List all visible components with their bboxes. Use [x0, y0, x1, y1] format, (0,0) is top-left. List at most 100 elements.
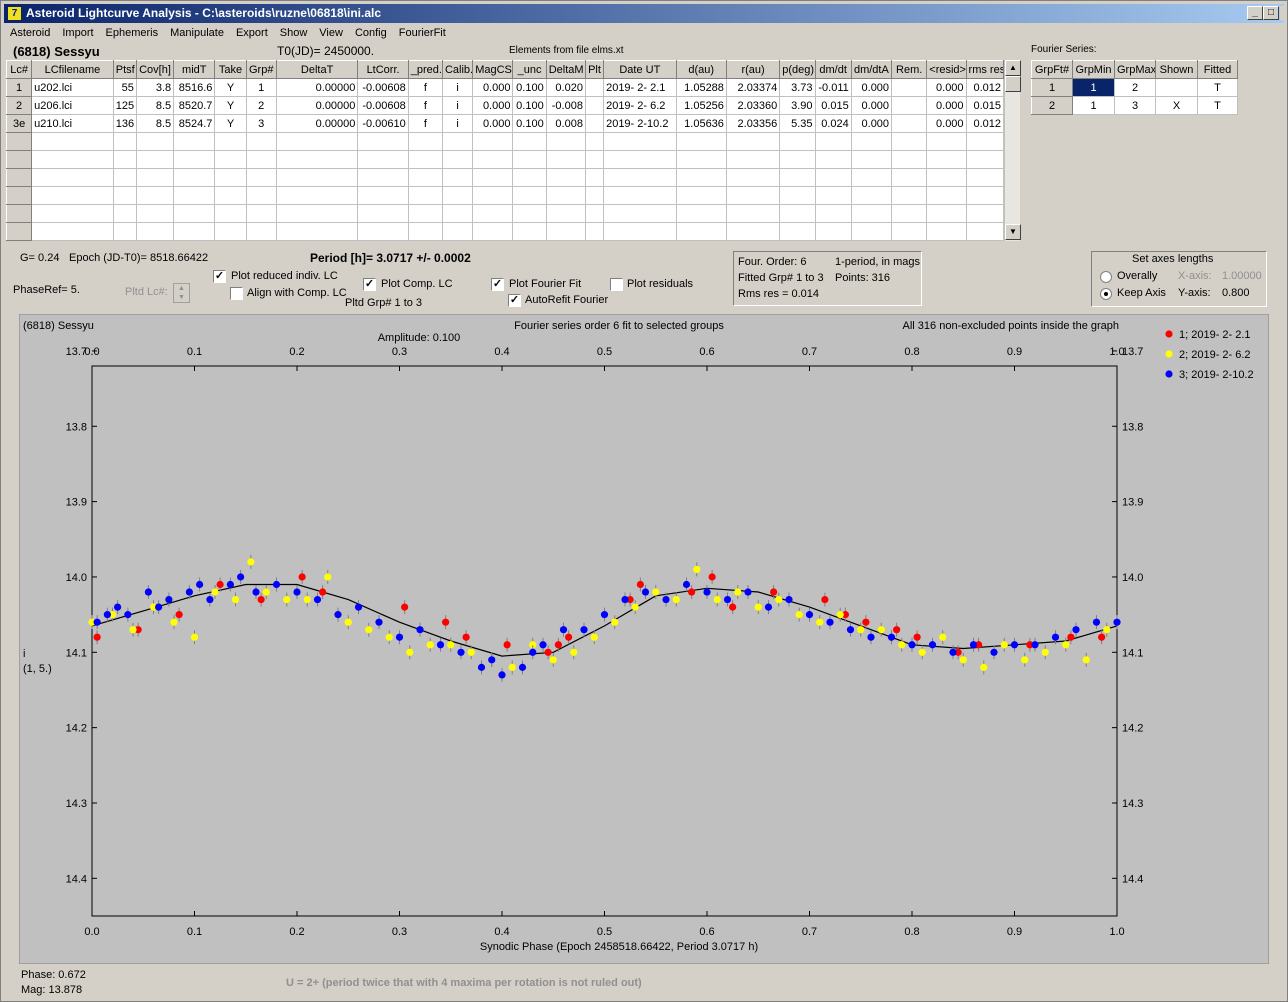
table-cell[interactable]: [245, 132, 277, 151]
row-header[interactable]: [5, 222, 33, 241]
data-point[interactable]: [1103, 626, 1111, 634]
column-header[interactable]: Calib.: [441, 60, 474, 79]
y-axis-value[interactable]: 0.800: [1222, 287, 1250, 299]
table-cell[interactable]: X: [1155, 96, 1198, 115]
data-point[interactable]: [821, 595, 829, 604]
column-header[interactable]: dm/dtA: [850, 60, 893, 79]
column-header[interactable]: MagCS: [472, 60, 514, 79]
data-point[interactable]: [518, 663, 527, 671]
column-header[interactable]: GrpMin: [1072, 60, 1115, 79]
table-cell[interactable]: 0.00000: [275, 96, 359, 115]
table-cell[interactable]: [725, 150, 781, 169]
data-point[interactable]: [165, 595, 173, 604]
table-cell[interactable]: [441, 150, 474, 169]
table-cell[interactable]: [275, 204, 359, 223]
table-cell[interactable]: 0.000: [850, 114, 893, 133]
table-cell[interactable]: 0.000: [472, 114, 514, 133]
data-point[interactable]: [226, 580, 234, 589]
table-cell[interactable]: 5.35: [779, 114, 816, 133]
column-header[interactable]: <resid>: [926, 60, 967, 79]
row-header[interactable]: [5, 168, 33, 187]
data-point[interactable]: [124, 611, 132, 619]
data-point[interactable]: [283, 595, 291, 604]
data-point[interactable]: [990, 648, 998, 656]
data-point[interactable]: [682, 580, 691, 589]
scroll-thumb[interactable]: [1005, 76, 1021, 92]
table-cell[interactable]: [173, 132, 216, 151]
data-point[interactable]: [954, 648, 962, 656]
table-cell[interactable]: [603, 222, 677, 241]
data-point[interactable]: [185, 588, 193, 596]
data-point[interactable]: [949, 648, 957, 656]
data-point[interactable]: [693, 565, 701, 574]
table-cell[interactable]: [512, 222, 547, 241]
table-cell[interactable]: [926, 204, 967, 223]
table-cell[interactable]: 0.000: [926, 96, 967, 115]
table-cell[interactable]: [512, 150, 547, 169]
data-point[interactable]: [744, 588, 752, 596]
data-point[interactable]: [611, 618, 619, 626]
data-point[interactable]: [1062, 641, 1070, 649]
data-point[interactable]: [426, 641, 434, 649]
table-cell[interactable]: [814, 132, 852, 151]
data-point[interactable]: [549, 656, 557, 664]
table-cell[interactable]: [407, 150, 443, 169]
table-cell[interactable]: [545, 204, 586, 223]
data-point[interactable]: [652, 588, 660, 596]
table-cell[interactable]: [1155, 78, 1198, 97]
menu-manipulate[interactable]: Manipulate: [170, 27, 224, 39]
table-cell[interactable]: [214, 132, 247, 151]
column-header[interactable]: Lc#: [5, 60, 33, 79]
table-cell[interactable]: -0.00610: [357, 114, 409, 133]
table-cell[interactable]: -0.011: [814, 78, 852, 97]
table-row[interactable]: 3e u210.lci 136 8.5 8524.7 Y 3 0.00000 -0.00610 f…: [5, 114, 1005, 133]
data-point[interactable]: [93, 618, 101, 626]
data-point[interactable]: [406, 648, 414, 656]
table-cell[interactable]: [584, 222, 605, 241]
table-cell[interactable]: [275, 150, 359, 169]
table-cell[interactable]: 1.05256: [675, 96, 727, 115]
data-point[interactable]: [1067, 633, 1075, 641]
table-cell[interactable]: [357, 222, 409, 241]
scroll-up-icon[interactable]: ▲: [1005, 60, 1021, 76]
table-cell[interactable]: [135, 222, 175, 241]
table-cell[interactable]: [135, 168, 175, 187]
data-point[interactable]: [1021, 656, 1029, 664]
table-cell[interactable]: [725, 132, 781, 151]
autorefit-checkbox[interactable]: ✓: [508, 294, 521, 307]
column-header[interactable]: Fitted: [1197, 60, 1238, 79]
data-point[interactable]: [144, 588, 152, 596]
table-cell[interactable]: [545, 222, 586, 241]
data-point[interactable]: [442, 618, 450, 626]
table-cell[interactable]: [31, 168, 114, 187]
row-header[interactable]: 2: [1031, 96, 1073, 115]
data-point[interactable]: [196, 580, 204, 589]
lightcurve-plot[interactable]: (6818) Sessyu Fourier series order 6 fit …: [19, 314, 1269, 964]
table-cell[interactable]: [675, 204, 727, 223]
table-cell[interactable]: [135, 132, 175, 151]
table-cell[interactable]: [779, 150, 816, 169]
table-row[interactable]: [5, 168, 1005, 187]
table-cell[interactable]: [472, 168, 514, 187]
table-cell[interactable]: [31, 132, 114, 151]
table-cell[interactable]: 2: [1114, 78, 1156, 97]
table-cell[interactable]: [779, 168, 816, 187]
column-header[interactable]: dm/dt: [814, 60, 852, 79]
data-point[interactable]: [636, 580, 644, 589]
table-cell[interactable]: [965, 168, 1005, 187]
data-point[interactable]: [770, 588, 778, 596]
data-point[interactable]: [1051, 633, 1060, 641]
data-point[interactable]: [913, 633, 921, 641]
table-cell[interactable]: [584, 114, 605, 133]
pltd-lc-spinner[interactable]: ▲ ▼: [173, 283, 190, 303]
table-cell[interactable]: [850, 132, 893, 151]
table-cell[interactable]: 0.00000: [275, 114, 359, 133]
row-header[interactable]: [5, 132, 33, 151]
table-cell[interactable]: 0.012: [965, 114, 1005, 133]
data-point[interactable]: [149, 603, 158, 611]
data-point[interactable]: [729, 603, 737, 611]
column-header[interactable]: DeltaM: [545, 60, 586, 79]
table-cell[interactable]: [545, 168, 586, 187]
data-point[interactable]: [508, 663, 516, 671]
